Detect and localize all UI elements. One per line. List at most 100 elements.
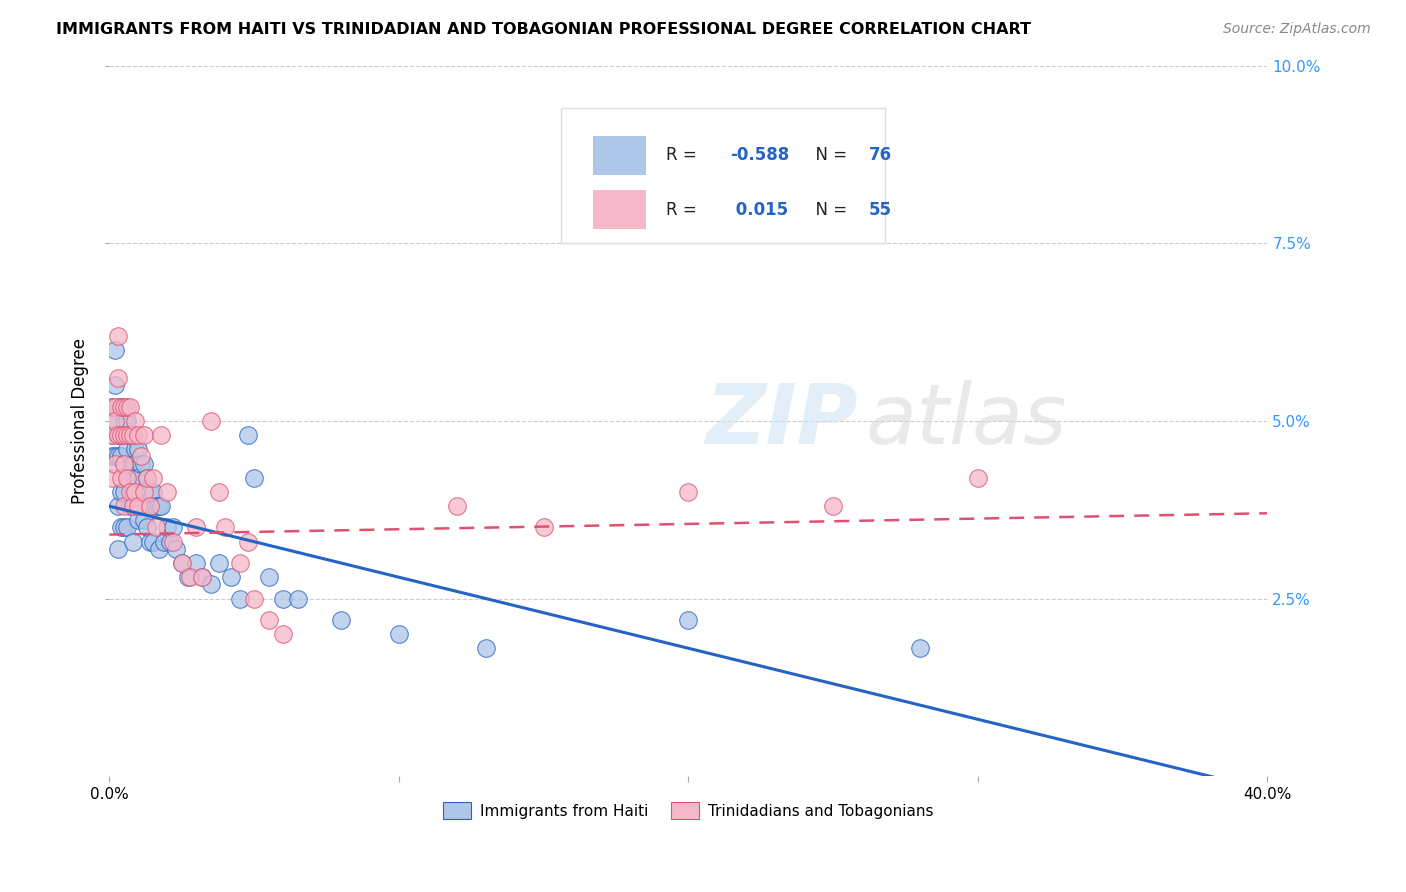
Point — [121, 499, 143, 513]
Point — [134, 485, 156, 500]
Text: R =: R = — [666, 201, 703, 219]
Text: ZIP: ZIP — [704, 380, 858, 461]
Point — [104, 378, 127, 392]
Point — [118, 464, 141, 478]
Point — [186, 520, 208, 534]
Point — [228, 591, 250, 606]
Text: 76: 76 — [869, 146, 893, 164]
Point — [159, 534, 181, 549]
Point — [474, 641, 496, 656]
Point — [101, 400, 124, 414]
Point — [200, 577, 222, 591]
Point — [257, 613, 280, 627]
Text: R =: R = — [666, 146, 703, 164]
Point — [243, 591, 266, 606]
Point — [446, 499, 468, 513]
Point — [107, 450, 129, 464]
Point — [127, 442, 149, 457]
Point — [112, 457, 135, 471]
Point — [110, 400, 132, 414]
Point — [139, 499, 162, 513]
Point — [118, 499, 141, 513]
Point — [121, 485, 143, 500]
FancyBboxPatch shape — [593, 136, 645, 175]
Point — [107, 541, 129, 556]
Text: N =: N = — [806, 146, 853, 164]
Point — [127, 428, 149, 442]
Point — [110, 450, 132, 464]
Point — [115, 428, 138, 442]
Point — [107, 400, 129, 414]
Point — [156, 520, 179, 534]
Point — [112, 485, 135, 500]
Point — [208, 556, 231, 570]
Point — [104, 450, 127, 464]
Point — [101, 400, 124, 414]
Point — [200, 414, 222, 428]
Point — [148, 541, 170, 556]
Point — [823, 499, 845, 513]
Point — [110, 400, 132, 414]
Point — [271, 627, 294, 641]
Point — [176, 570, 198, 584]
Point — [121, 534, 143, 549]
Point — [115, 414, 138, 428]
FancyBboxPatch shape — [561, 108, 886, 244]
Text: N =: N = — [806, 201, 853, 219]
Point — [104, 400, 127, 414]
Point — [145, 520, 167, 534]
Point — [136, 471, 159, 485]
Point — [112, 428, 135, 442]
Point — [162, 534, 184, 549]
Point — [127, 513, 149, 527]
Point — [678, 613, 700, 627]
Point — [124, 442, 146, 457]
Point — [170, 556, 193, 570]
Point — [115, 520, 138, 534]
Point — [153, 534, 176, 549]
Point — [110, 428, 132, 442]
Point — [112, 400, 135, 414]
Text: 0.015: 0.015 — [730, 201, 789, 219]
Point — [101, 428, 124, 442]
Point — [908, 641, 931, 656]
Point — [678, 485, 700, 500]
Point — [107, 371, 129, 385]
Point — [238, 428, 260, 442]
Point — [121, 457, 143, 471]
Point — [104, 414, 127, 428]
Point — [142, 534, 165, 549]
Point — [129, 450, 152, 464]
Point — [170, 556, 193, 570]
Point — [118, 428, 141, 442]
Point — [165, 541, 187, 556]
Point — [139, 534, 162, 549]
Point — [124, 485, 146, 500]
Point — [104, 343, 127, 357]
Point — [112, 499, 135, 513]
Text: 55: 55 — [869, 201, 891, 219]
Point — [257, 570, 280, 584]
Legend: Immigrants from Haiti, Trinidadians and Tobagonians: Immigrants from Haiti, Trinidadians and … — [437, 796, 939, 825]
Point — [134, 428, 156, 442]
Point — [136, 520, 159, 534]
Point — [148, 499, 170, 513]
Point — [142, 471, 165, 485]
Point — [219, 570, 242, 584]
Point — [112, 414, 135, 428]
Point — [118, 428, 141, 442]
Point — [129, 499, 152, 513]
Point — [104, 457, 127, 471]
Point — [271, 591, 294, 606]
Point — [112, 428, 135, 442]
Point — [115, 400, 138, 414]
Point — [110, 485, 132, 500]
Point — [150, 428, 173, 442]
Point — [214, 520, 236, 534]
Point — [388, 627, 411, 641]
Point — [115, 471, 138, 485]
Text: atlas: atlas — [866, 380, 1067, 461]
Y-axis label: Professional Degree: Professional Degree — [72, 338, 89, 504]
Point — [107, 499, 129, 513]
Point — [238, 534, 260, 549]
